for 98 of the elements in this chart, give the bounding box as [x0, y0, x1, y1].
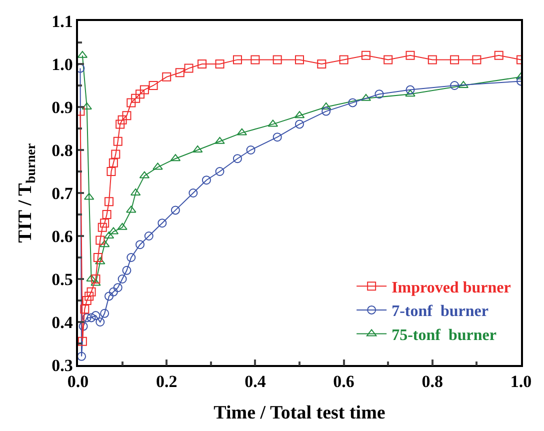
- point: [131, 94, 140, 103]
- point: [158, 218, 167, 228]
- y-tick-label: 0.9: [52, 98, 73, 117]
- point: [78, 352, 86, 361]
- point: [450, 81, 460, 90]
- point: [91, 274, 100, 284]
- point: [184, 64, 194, 73]
- point: [122, 111, 132, 120]
- point: [84, 292, 94, 301]
- point: [95, 257, 106, 264]
- point: [406, 50, 415, 60]
- x-axis-title: Time / Total test time: [214, 402, 386, 424]
- point: [232, 55, 242, 64]
- point: [215, 167, 224, 176]
- point: [144, 232, 154, 240]
- point: [86, 287, 96, 296]
- point: [348, 98, 358, 108]
- point: [140, 85, 149, 94]
- point: [175, 68, 184, 78]
- point: [188, 188, 198, 198]
- point: [96, 318, 105, 326]
- point: [108, 287, 118, 296]
- x-tick-label: 0.6: [333, 372, 354, 392]
- point: [339, 55, 348, 64]
- point: [384, 55, 393, 64]
- y-tick-label: 0.3: [52, 356, 73, 375]
- point: [117, 222, 128, 230]
- y-tick-label: 0.8: [52, 140, 73, 160]
- point: [78, 50, 88, 58]
- point: [361, 50, 370, 60]
- y-tick-label: 0.7: [52, 184, 74, 203]
- point: [246, 146, 256, 154]
- point: [272, 132, 282, 142]
- point: [96, 236, 105, 245]
- point: [374, 90, 384, 99]
- point: [295, 120, 304, 129]
- point: [428, 55, 437, 64]
- legend-label: 75-tonf burner: [392, 326, 496, 344]
- point: [494, 50, 504, 60]
- point: [116, 120, 125, 129]
- point: [214, 136, 225, 144]
- point: [295, 55, 304, 64]
- point: [317, 60, 326, 68]
- point: [113, 283, 122, 292]
- point: [136, 90, 145, 99]
- point: [122, 266, 132, 275]
- point: [152, 162, 163, 170]
- point: [98, 222, 107, 232]
- y-tick-label: 0.5: [52, 270, 73, 289]
- point: [202, 176, 211, 185]
- point: [86, 313, 96, 322]
- point: [126, 253, 136, 262]
- x-tick-label: 0.2: [156, 372, 178, 392]
- point: [198, 60, 207, 68]
- x-tick-label: 0.8: [422, 372, 444, 392]
- point: [118, 274, 127, 284]
- point: [215, 60, 224, 68]
- point: [472, 55, 482, 64]
- point: [80, 304, 90, 314]
- point: [93, 253, 102, 262]
- point: [136, 240, 145, 250]
- point: [126, 98, 136, 108]
- y-tick-label: 1.1: [52, 12, 73, 31]
- point: [90, 278, 101, 286]
- point: [405, 90, 416, 97]
- point: [118, 115, 127, 124]
- point: [100, 218, 110, 228]
- point: [322, 106, 331, 116]
- point: [450, 55, 460, 64]
- x-tick-label: 0.4: [244, 372, 266, 392]
- point: [148, 81, 158, 90]
- y-tick-label: 1.0: [52, 54, 73, 74]
- point: [78, 336, 87, 346]
- point: [126, 206, 136, 213]
- point: [106, 167, 116, 176]
- point: [100, 308, 110, 318]
- point: [82, 313, 92, 322]
- legend-label: Improved burner: [392, 279, 511, 296]
- point: [406, 85, 415, 94]
- y-tick-label: 0.4: [52, 312, 74, 332]
- x-tick-label: 1.0: [510, 372, 532, 392]
- point: [162, 72, 172, 82]
- point: [104, 197, 114, 206]
- point: [272, 55, 282, 64]
- point: [232, 154, 242, 164]
- point: [102, 210, 112, 219]
- point: [108, 158, 118, 168]
- y-tick-label: 0.6: [52, 226, 73, 246]
- x-tick-label: 0.0: [67, 372, 89, 392]
- point: [170, 206, 180, 215]
- point: [113, 136, 122, 146]
- point: [104, 292, 114, 301]
- point: [91, 311, 100, 320]
- legend-label: 7-tonf burner: [392, 303, 488, 320]
- point: [78, 322, 88, 331]
- point: [250, 55, 260, 64]
- point: [111, 150, 120, 159]
- point: [82, 296, 92, 305]
